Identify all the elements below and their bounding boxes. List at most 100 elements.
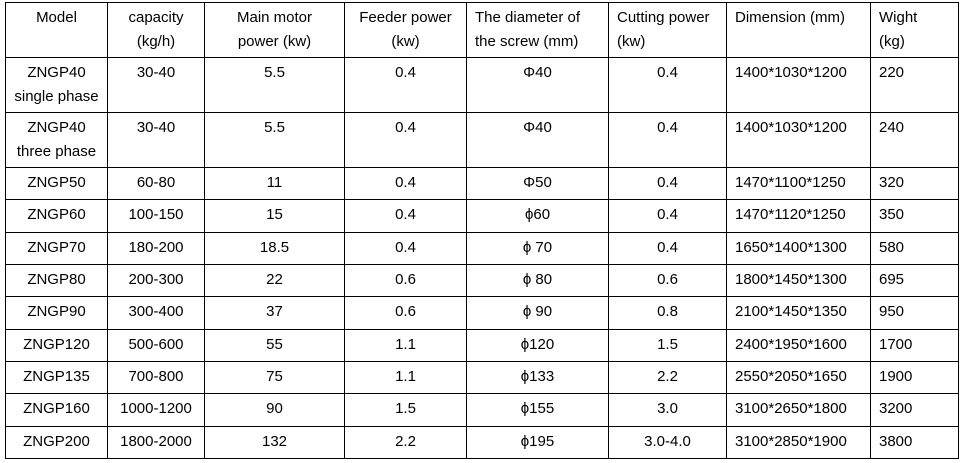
cell-motor: 132 xyxy=(204,425,345,460)
cell-dimension: 2400*1950*1600 xyxy=(726,328,871,362)
cell-motor: 75 xyxy=(204,360,345,395)
cell-capacity: 180-200 xyxy=(107,231,205,265)
cell-diameter: ϕ155 xyxy=(466,393,609,427)
cell-motor: 37 xyxy=(204,296,345,330)
cell-capacity: 500-600 xyxy=(107,328,205,362)
cell-cutting: 0.4 xyxy=(608,166,727,201)
cell-wight: 3200 xyxy=(870,393,959,427)
cell-wight: 1900 xyxy=(870,360,959,395)
cell-diameter: ϕ195 xyxy=(466,425,609,460)
cell-dimension: 1650*1400*1300 xyxy=(726,231,871,265)
cell-motor: 15 xyxy=(204,199,345,233)
cell-wight: 580 xyxy=(870,231,959,265)
cell-capacity: 1000-1200 xyxy=(107,393,205,427)
cell-wight: 320 xyxy=(870,166,959,201)
cell-motor: 5.5 xyxy=(204,57,345,113)
cell-model: ZNGP60 xyxy=(5,199,108,233)
cell-cutting: 3.0-4.0 xyxy=(608,425,727,460)
cell-cutting: 3.0 xyxy=(608,393,727,427)
cell-cutting: 0.4 xyxy=(608,199,727,233)
cell-dimension: 2550*2050*1650 xyxy=(726,360,871,395)
cell-cutting: 0.6 xyxy=(608,263,727,298)
table-row: ZNGP160 1000-1200 90 1.5 ϕ155 3.0 3100*2… xyxy=(5,393,959,427)
col-header-dimension: Dimension (mm) xyxy=(726,2,871,58)
cell-dimension: 1800*1450*1300 xyxy=(726,263,871,298)
col-header-model: Model xyxy=(5,2,108,58)
cell-capacity: 300-400 xyxy=(107,296,205,330)
cell-wight: 240 xyxy=(870,112,959,168)
table-row: ZNGP70 180-200 18.5 0.4 ϕ 70 0.4 1650*14… xyxy=(5,231,959,265)
cell-diameter: Φ40 xyxy=(466,57,609,113)
cell-model: ZNGP200 xyxy=(5,425,108,460)
header-row: Model capacity (kg/h) Main motor power (… xyxy=(5,2,959,58)
table-row: ZNGP135 700-800 75 1.1 ϕ133 2.2 2550*205… xyxy=(5,360,959,395)
cell-feeder: 1.5 xyxy=(344,393,467,427)
cell-capacity: 700-800 xyxy=(107,360,205,395)
cell-feeder: 0.4 xyxy=(344,231,467,265)
cell-wight: 695 xyxy=(870,263,959,298)
cell-capacity: 100-150 xyxy=(107,199,205,233)
cell-motor: 90 xyxy=(204,393,345,427)
cell-feeder: 0.4 xyxy=(344,57,467,113)
cell-cutting: 0.4 xyxy=(608,231,727,265)
cell-motor: 55 xyxy=(204,328,345,362)
cell-feeder: 0.4 xyxy=(344,166,467,201)
cell-wight: 3800 xyxy=(870,425,959,460)
cell-motor: 11 xyxy=(204,166,345,201)
cell-model: ZNGP80 xyxy=(5,263,108,298)
table-row: ZNGP40 single phase 30-40 5.5 0.4 Φ40 0.… xyxy=(5,57,959,113)
cell-model: ZNGP135 xyxy=(5,360,108,395)
cell-diameter: Φ40 xyxy=(466,112,609,168)
cell-wight: 1700 xyxy=(870,328,959,362)
cell-feeder: 1.1 xyxy=(344,328,467,362)
col-header-wight: Wight (kg) xyxy=(870,2,959,58)
cell-diameter: Φ50 xyxy=(466,166,609,201)
col-header-capacity: capacity (kg/h) xyxy=(107,2,205,58)
cell-wight: 350 xyxy=(870,199,959,233)
col-header-feeder-power: Feeder power (kw) xyxy=(344,2,467,58)
cell-model: ZNGP120 xyxy=(5,328,108,362)
spec-table: Model capacity (kg/h) Main motor power (… xyxy=(5,2,959,460)
table-row: ZNGP90 300-400 37 0.6 ϕ 90 0.8 2100*1450… xyxy=(5,296,959,330)
cell-cutting: 0.4 xyxy=(608,112,727,168)
cell-cutting: 0.4 xyxy=(608,57,727,113)
cell-feeder: 1.1 xyxy=(344,360,467,395)
cell-feeder: 2.2 xyxy=(344,425,467,460)
cell-dimension: 1470*1100*1250 xyxy=(726,166,871,201)
cell-wight: 220 xyxy=(870,57,959,113)
cell-diameter: ϕ133 xyxy=(466,360,609,395)
cell-capacity: 1800-2000 xyxy=(107,425,205,460)
cell-feeder: 0.6 xyxy=(344,263,467,298)
cell-diameter: ϕ 70 xyxy=(466,231,609,265)
cell-diameter: ϕ 80 xyxy=(466,263,609,298)
cell-dimension: 2100*1450*1350 xyxy=(726,296,871,330)
cell-feeder: 0.4 xyxy=(344,199,467,233)
table-row: ZNGP50 60-80 11 0.4 Φ50 0.4 1470*1100*12… xyxy=(5,166,959,201)
cell-capacity: 30-40 xyxy=(107,112,205,168)
cell-model: ZNGP90 xyxy=(5,296,108,330)
cell-capacity: 60-80 xyxy=(107,166,205,201)
cell-cutting: 1.5 xyxy=(608,328,727,362)
cell-capacity: 200-300 xyxy=(107,263,205,298)
cell-dimension: 3100*2650*1800 xyxy=(726,393,871,427)
cell-diameter: ϕ120 xyxy=(466,328,609,362)
cell-dimension: 3100*2850*1900 xyxy=(726,425,871,460)
table-row: ZNGP60 100-150 15 0.4 ϕ60 0.4 1470*1120*… xyxy=(5,199,959,233)
cell-capacity: 30-40 xyxy=(107,57,205,113)
cell-model: ZNGP160 xyxy=(5,393,108,427)
table-row: ZNGP40 three phase 30-40 5.5 0.4 Φ40 0.4… xyxy=(5,112,959,168)
cell-motor: 5.5 xyxy=(204,112,345,168)
cell-model: ZNGP70 xyxy=(5,231,108,265)
cell-feeder: 0.4 xyxy=(344,112,467,168)
table-row: ZNGP200 1800-2000 132 2.2 ϕ195 3.0-4.0 3… xyxy=(5,425,959,460)
cell-dimension: 1400*1030*1200 xyxy=(726,57,871,113)
cell-cutting: 2.2 xyxy=(608,360,727,395)
cell-motor: 22 xyxy=(204,263,345,298)
cell-diameter: ϕ60 xyxy=(466,199,609,233)
cell-cutting: 0.8 xyxy=(608,296,727,330)
col-header-cutting-power: Cutting power (kw) xyxy=(608,2,727,58)
cell-wight: 950 xyxy=(870,296,959,330)
cell-model: ZNGP50 xyxy=(5,166,108,201)
col-header-screw-diameter: The diameter of the screw (mm) xyxy=(466,2,609,58)
table-row: ZNGP120 500-600 55 1.1 ϕ120 1.5 2400*195… xyxy=(5,328,959,362)
